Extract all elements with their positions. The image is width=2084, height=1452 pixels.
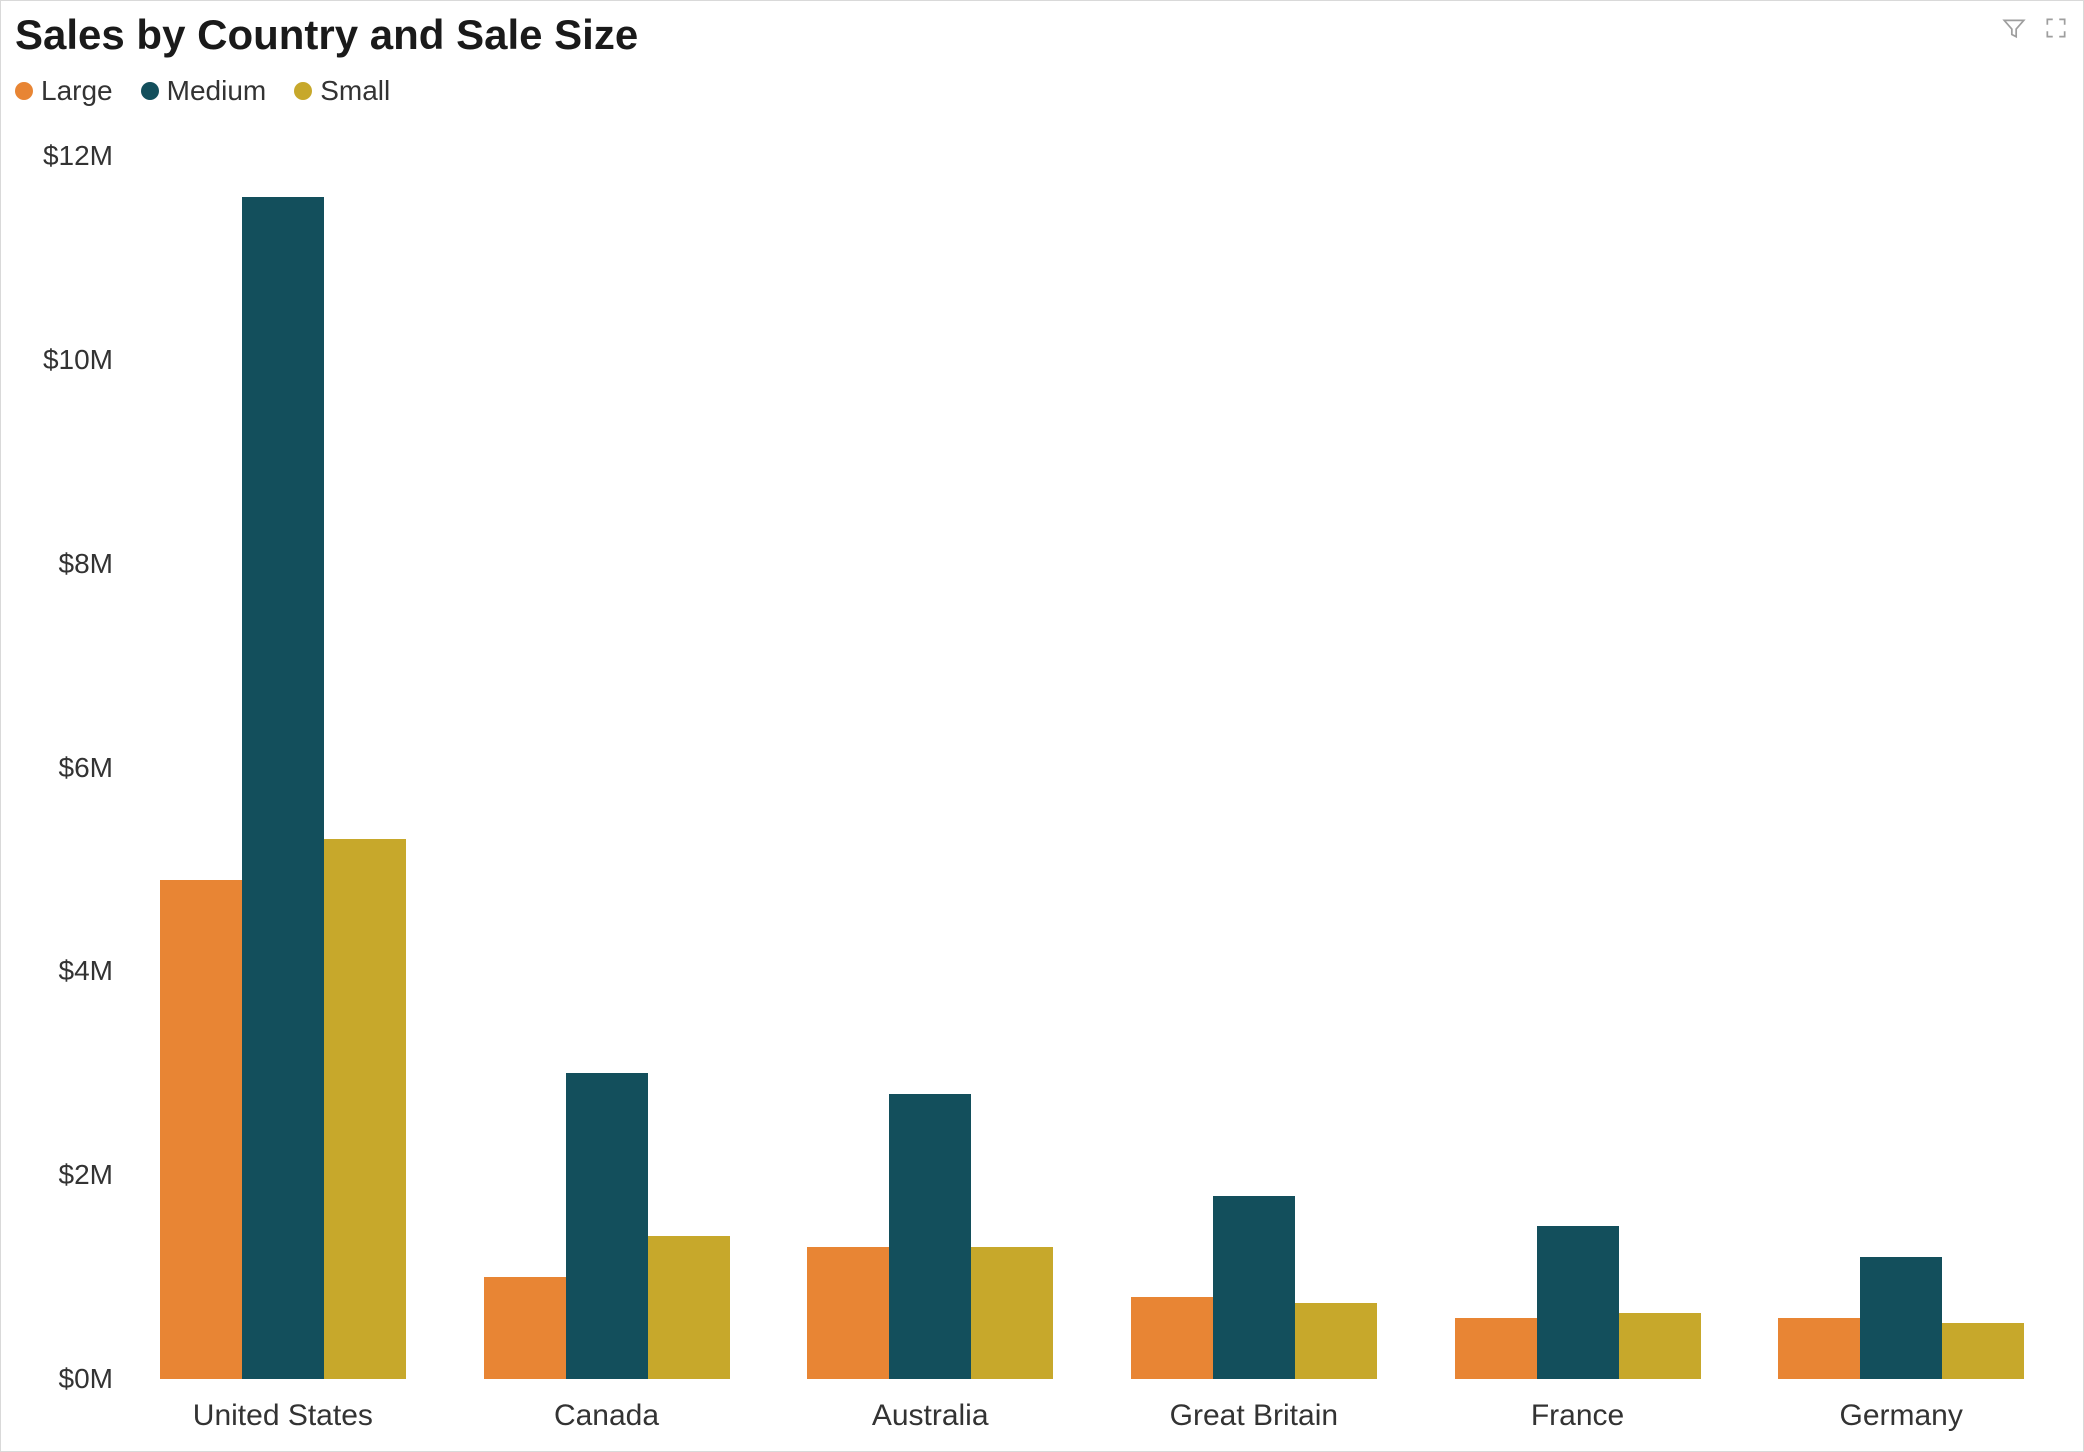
x-tick-label: Australia — [768, 1399, 1092, 1433]
x-tick-label: Canada — [445, 1399, 769, 1433]
legend-dot-icon — [15, 82, 33, 100]
legend-item-large[interactable]: Large — [15, 75, 113, 107]
bar-medium[interactable] — [1537, 1226, 1619, 1379]
focus-mode-icon[interactable] — [2043, 15, 2069, 46]
x-tick-label: United States — [121, 1399, 445, 1433]
filter-icon[interactable] — [2001, 15, 2027, 46]
x-tick-label: France — [1416, 1399, 1740, 1433]
legend-item-small[interactable]: Small — [294, 75, 390, 107]
x-axis-labels: United StatesCanadaAustraliaGreat Britai… — [121, 1399, 2063, 1433]
bar-small[interactable] — [648, 1236, 730, 1379]
y-tick-label: $0M — [13, 1363, 113, 1395]
bar-medium[interactable] — [889, 1094, 971, 1379]
legend-dot-icon — [294, 82, 312, 100]
y-tick-label: $12M — [13, 140, 113, 172]
bar-medium[interactable] — [1860, 1257, 1942, 1379]
bar-small[interactable] — [1942, 1323, 2024, 1379]
legend-item-medium[interactable]: Medium — [141, 75, 267, 107]
chart-legend: Large Medium Small — [15, 75, 390, 107]
y-tick-label: $2M — [13, 1159, 113, 1191]
bar-large[interactable] — [484, 1277, 566, 1379]
y-tick-label: $10M — [13, 344, 113, 376]
bar-small[interactable] — [971, 1247, 1053, 1379]
chart-title: Sales by Country and Sale Size — [15, 11, 638, 59]
bar-group — [768, 156, 1092, 1379]
bar-groups — [121, 156, 2063, 1379]
bar-large[interactable] — [160, 880, 242, 1379]
bar-small[interactable] — [1295, 1303, 1377, 1379]
bar-medium[interactable] — [566, 1073, 648, 1379]
chart-header: Sales by Country and Sale Size — [15, 11, 2069, 59]
bar-medium[interactable] — [1213, 1196, 1295, 1379]
bar-group — [1092, 156, 1416, 1379]
x-tick-label: Great Britain — [1092, 1399, 1416, 1433]
y-tick-label: $4M — [13, 955, 113, 987]
bar-group — [1416, 156, 1740, 1379]
y-tick-label: $8M — [13, 548, 113, 580]
plot-area: $0M$2M$4M$6M$8M$10M$12M — [121, 156, 2063, 1379]
x-tick-label: Germany — [1739, 1399, 2063, 1433]
legend-label: Large — [41, 75, 113, 107]
bar-medium[interactable] — [242, 197, 324, 1379]
chart-toolbar — [2001, 15, 2069, 46]
bar-group — [445, 156, 769, 1379]
bar-large[interactable] — [1455, 1318, 1537, 1379]
bar-group — [1739, 156, 2063, 1379]
bar-small[interactable] — [1619, 1313, 1701, 1379]
bar-group — [121, 156, 445, 1379]
legend-label: Small — [320, 75, 390, 107]
y-tick-label: $6M — [13, 752, 113, 784]
legend-label: Medium — [167, 75, 267, 107]
chart-container: Sales by Country and Sale Size Large Medi… — [0, 0, 2084, 1452]
bar-small[interactable] — [324, 839, 406, 1379]
bar-large[interactable] — [1778, 1318, 1860, 1379]
bar-large[interactable] — [807, 1247, 889, 1379]
legend-dot-icon — [141, 82, 159, 100]
y-axis: $0M$2M$4M$6M$8M$10M$12M — [13, 156, 113, 1379]
bar-large[interactable] — [1131, 1297, 1213, 1379]
